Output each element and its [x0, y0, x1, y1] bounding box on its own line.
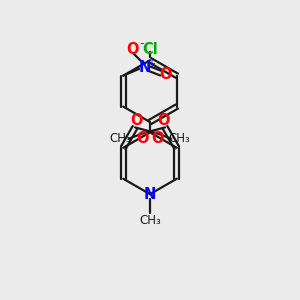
Text: O: O — [152, 131, 164, 146]
Text: O: O — [159, 67, 172, 82]
Text: N: N — [144, 187, 156, 202]
Text: +: + — [147, 59, 155, 69]
Text: N: N — [138, 60, 151, 75]
Text: CH₃: CH₃ — [139, 214, 161, 227]
Text: Cl: Cl — [142, 41, 158, 56]
Text: CH₃: CH₃ — [110, 132, 131, 145]
Text: -: - — [139, 38, 144, 50]
Text: O: O — [157, 113, 170, 128]
Text: O: O — [136, 131, 148, 146]
Text: CH₃: CH₃ — [169, 132, 190, 145]
Text: O: O — [126, 42, 138, 57]
Text: O: O — [130, 113, 143, 128]
